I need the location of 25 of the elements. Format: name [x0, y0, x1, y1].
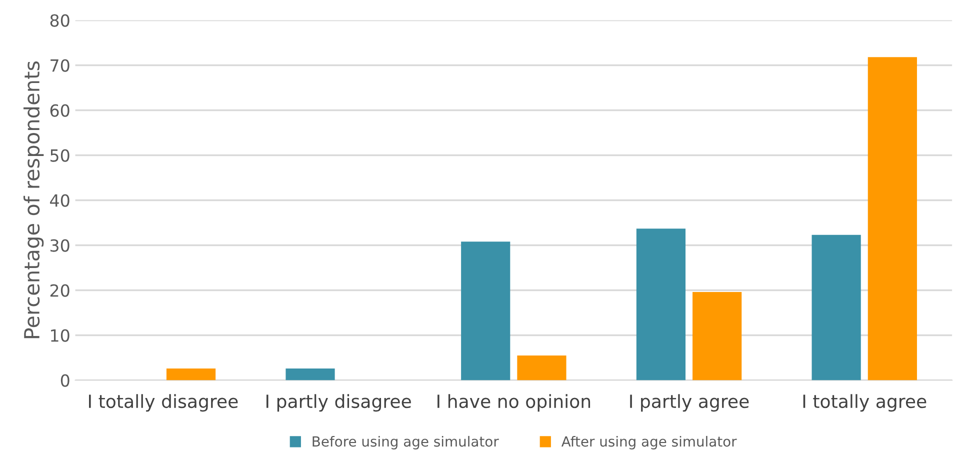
- y-tick-label: 50: [50, 149, 70, 162]
- y-axis-title: Percentage of respondents: [24, 61, 44, 338]
- legend-label: After using age simulator: [561, 436, 737, 450]
- legend-label: Before using age simulator: [312, 436, 499, 450]
- bar: [517, 356, 566, 380]
- x-tick-label: I partly disagree: [266, 394, 411, 412]
- y-tick-label: 20: [50, 284, 70, 297]
- y-tick-label: 80: [50, 14, 70, 27]
- x-tick-label: I partly agree: [630, 394, 749, 412]
- y-tick-label: 70: [50, 59, 70, 72]
- y-tick-label: 60: [50, 104, 70, 117]
- y-tick-label: 40: [50, 194, 70, 207]
- y-tick-label: 10: [51, 329, 70, 342]
- bar: [286, 368, 335, 380]
- y-tick-label: 30: [50, 239, 70, 252]
- bar: [692, 292, 742, 380]
- x-tick-label: I have no opinion: [438, 394, 590, 412]
- bar: [461, 242, 510, 380]
- bar: [166, 368, 216, 380]
- bar: [636, 228, 686, 380]
- y-tick-label: 0: [60, 374, 70, 387]
- bar: [812, 234, 861, 380]
- x-tick-label: I totally disagree: [89, 394, 238, 412]
- bar: [868, 57, 917, 380]
- x-tick-label: I totally agree: [803, 394, 926, 412]
